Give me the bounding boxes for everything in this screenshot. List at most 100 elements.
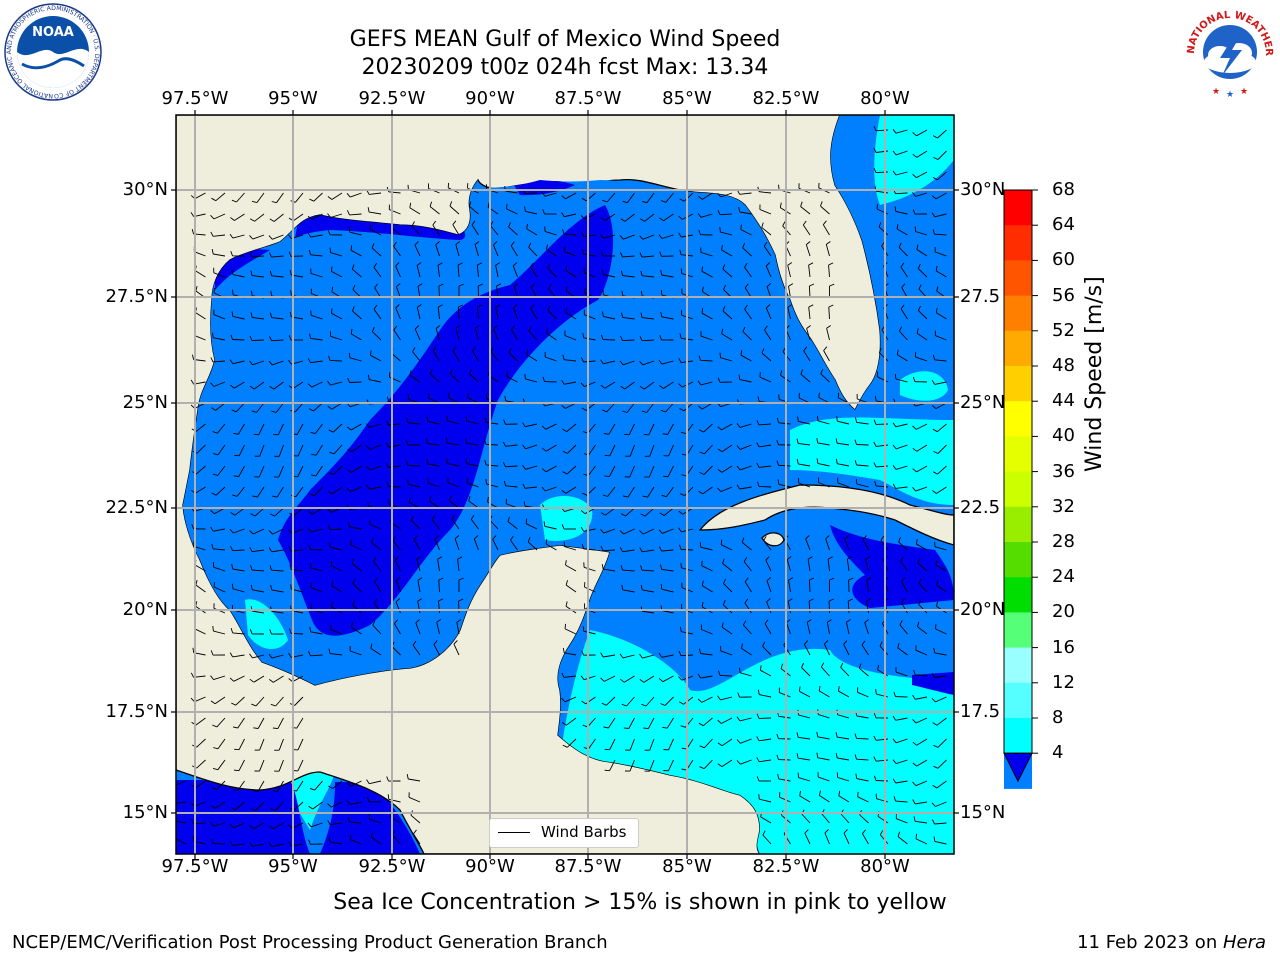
wind-barb: [510, 539, 518, 551]
wind-barb: [778, 483, 791, 488]
wind-barb-flag: [866, 598, 872, 602]
wind-barb-flag: [681, 768, 687, 771]
wind-barb: [486, 464, 499, 467]
wind-barb: [331, 312, 343, 320]
wind-barb-flag: [542, 376, 545, 382]
wind-barb-flag: [873, 419, 877, 425]
wind-barb-flag: [804, 640, 809, 645]
wind-barb: [721, 444, 733, 453]
wind-barb-flag: [619, 252, 623, 258]
wind-barb: [702, 486, 713, 495]
wind-barb-flag: [268, 530, 273, 535]
wind-barb-flag: [916, 328, 919, 334]
wind-barb-flag: [680, 431, 686, 435]
wind-barb-flag: [744, 598, 749, 604]
wind-barb-flag: [437, 304, 443, 308]
wind-barb-flag: [678, 510, 683, 515]
wind-barb: [216, 423, 226, 434]
wind-barb: [935, 628, 947, 635]
wind-barb: [274, 801, 284, 812]
wind-barb-flag: [600, 652, 604, 658]
wind-barb: [701, 696, 713, 703]
wind-barb: [252, 234, 265, 240]
wind-barb-flag: [173, 816, 174, 821]
wind-barb-flag: [600, 233, 604, 239]
wind-barb-flag: [191, 354, 195, 360]
wind-barb: [899, 330, 908, 341]
wind-barb: [798, 757, 811, 761]
wind-barb: [857, 691, 869, 698]
wind-barb: [744, 581, 752, 593]
wind-barb-flag: [393, 241, 397, 247]
wind-barb: [469, 205, 479, 215]
wind-barb: [564, 381, 577, 385]
wind-barb: [766, 601, 772, 614]
wind-barb: [629, 759, 635, 772]
longitude-label: 82.5°W: [752, 88, 820, 109]
wind-barb: [765, 265, 772, 278]
wind-barb-flag: [438, 283, 444, 287]
wind-barb: [700, 653, 713, 656]
wind-barb: [865, 559, 869, 572]
wind-barb: [798, 777, 811, 782]
wind-barb: [666, 717, 674, 729]
wind-barb-flag: [251, 200, 258, 204]
wind-barb: [759, 444, 772, 448]
wind-barb-flag: [678, 383, 683, 388]
wind-barb: [917, 562, 928, 572]
wind-barb-flag: [530, 283, 535, 288]
wind-barb: [413, 539, 421, 551]
wind-barb-flag: [309, 198, 314, 202]
wind-barb: [583, 337, 596, 341]
wind-barb: [665, 192, 674, 203]
wind-barb-flag: [394, 619, 398, 624]
wind-barb-flag: [822, 220, 827, 225]
wind-barb-flag: [249, 252, 253, 258]
wind-barb-flag: [874, 480, 877, 487]
colorbar-tick-label: 36: [1052, 460, 1075, 482]
wind-barb-flag: [249, 360, 253, 366]
wind-barb-flag: [503, 480, 507, 486]
latitude-label: 15°N: [122, 802, 168, 823]
wind-barb-flag: [506, 371, 508, 377]
wind-barb: [455, 244, 460, 257]
wind-barb: [895, 671, 908, 677]
wind-barb: [350, 839, 362, 845]
wind-barb-flag: [639, 336, 643, 341]
wind-barb-flag: [545, 539, 548, 545]
wind-barb-flag: [230, 217, 235, 221]
wind-barb-flag: [701, 560, 703, 566]
wind-barb-flag: [289, 311, 292, 317]
wind-barb-flag: [818, 685, 821, 691]
wind-barb-flag: [561, 490, 567, 494]
wind-barb-flag: [253, 727, 259, 729]
wind-barb: [196, 759, 206, 769]
wind-barb: [493, 328, 499, 341]
wind-barb: [495, 307, 499, 320]
wind-barb-flag: [580, 215, 585, 220]
wind-barb: [936, 584, 947, 593]
latitude-label: 20°N: [960, 599, 1006, 620]
wind-barb-flag: [620, 513, 626, 517]
wind-barb-flag: [416, 262, 422, 266]
wind-barb: [702, 585, 713, 593]
wind-barb-flag: [212, 431, 218, 434]
wind-barb-flag: [512, 262, 518, 267]
wind-barb-flag: [763, 241, 768, 247]
wind-barb: [588, 738, 596, 750]
wind-barb-flag: [873, 735, 877, 741]
wind-barb: [408, 483, 421, 488]
wind-barb: [895, 738, 908, 744]
wind-barb-flag: [251, 410, 257, 413]
wind-barb: [820, 205, 830, 215]
wind-barb: [622, 255, 635, 258]
wind-barb: [915, 674, 928, 677]
wind-barb: [296, 423, 304, 435]
wind-barb: [271, 654, 284, 659]
wind-barb-flag: [191, 228, 194, 235]
wind-barb: [275, 402, 284, 413]
wind-barb: [214, 696, 226, 705]
wind-barb: [642, 360, 655, 366]
wind-barb-flag: [435, 241, 440, 245]
wind-barb: [474, 244, 479, 257]
